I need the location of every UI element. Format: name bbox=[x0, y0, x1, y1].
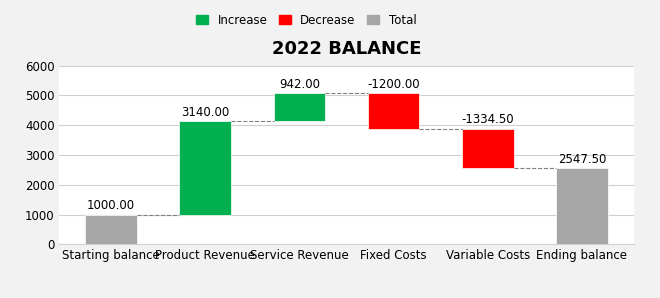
Text: 942.00: 942.00 bbox=[279, 77, 320, 91]
Bar bbox=[85, 215, 137, 244]
Text: 3140.00: 3140.00 bbox=[182, 105, 230, 119]
Text: -1200.00: -1200.00 bbox=[367, 77, 420, 91]
Bar bbox=[368, 93, 420, 129]
Text: 1000.00: 1000.00 bbox=[87, 199, 135, 212]
Text: 2547.50: 2547.50 bbox=[558, 153, 606, 166]
Bar bbox=[556, 168, 608, 244]
Text: -1334.50: -1334.50 bbox=[461, 113, 514, 126]
Legend: Increase, Decrease, Total: Increase, Decrease, Total bbox=[191, 9, 421, 31]
Bar bbox=[180, 121, 231, 215]
Bar bbox=[462, 129, 513, 168]
Title: 2022 BALANCE: 2022 BALANCE bbox=[272, 41, 421, 58]
Bar bbox=[273, 93, 325, 121]
